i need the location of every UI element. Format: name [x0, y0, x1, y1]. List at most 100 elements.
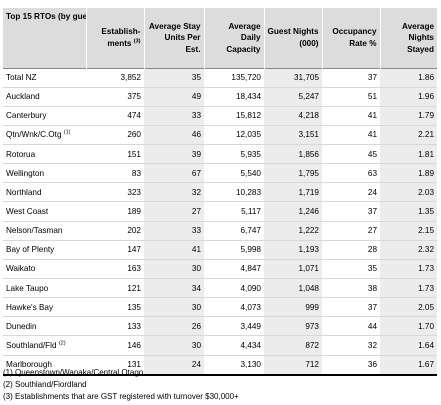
table-row: Marlborough 131 24 3,130 712 36 1.67 [3, 354, 437, 376]
footnotes: (1) Queenstown/Wanaka/Central Otago (2) S… [3, 367, 239, 404]
region-name: Northland [6, 187, 42, 197]
value-cell: 1.89 [380, 163, 437, 183]
column-header: Top 15 RTOs (by guest nights) [3, 8, 87, 68]
footnote-marker: (2) [58, 340, 66, 347]
value-cell: 67 [144, 163, 204, 183]
footnote: (1) Queenstown/Wanaka/Central Otago [3, 368, 144, 377]
value-cell: 38 [322, 278, 380, 298]
value-cell: 1,856 [264, 144, 322, 164]
value-cell: 5,935 [204, 144, 264, 164]
region-name-cell: Auckland [3, 86, 86, 107]
value-cell: 1.81 [380, 144, 437, 164]
value-cell: 202 [86, 220, 144, 241]
column-header: Occupancy Rate % [322, 8, 381, 68]
region-name: Lake Taupo [6, 283, 49, 293]
table-row: Qtn/Wnk/C.Otg (1) 260 46 12,035 3,151 41 2.21 [3, 124, 437, 145]
region-name: Bay of Plenty [6, 245, 55, 255]
region-name: Auckland [6, 92, 40, 102]
table-header: Top 15 RTOs (by guest nights)Establish-m… [3, 8, 437, 68]
value-cell: 2.15 [380, 220, 437, 241]
region-name-cell: Total NZ [3, 67, 86, 88]
value-cell: 3,130 [204, 354, 264, 376]
value-cell: 4,073 [204, 297, 264, 317]
value-cell: 41 [144, 239, 204, 260]
value-cell: 375 [86, 86, 144, 107]
table-row: Bay of Plenty 147 41 5,998 1,193 28 2.32 [3, 239, 437, 260]
region-name: Waikato [6, 264, 36, 274]
rto-statistics-table: Top 15 RTOs (by guest nights)Establish-m… [3, 8, 437, 376]
value-cell: 45 [322, 144, 380, 164]
value-cell: 1.73 [380, 278, 437, 298]
value-cell: 30 [144, 335, 204, 356]
value-cell: 2.32 [380, 239, 437, 260]
value-cell: 973 [264, 316, 322, 336]
value-cell: 474 [86, 105, 144, 126]
value-cell: 147 [86, 239, 144, 260]
value-cell: 37 [322, 201, 380, 222]
value-cell: 4,434 [204, 335, 264, 356]
value-cell: 12,035 [204, 124, 264, 145]
value-cell: 33 [144, 105, 204, 126]
header-row: Top 15 RTOs (by guest nights)Establish-m… [3, 8, 437, 68]
region-name: Marlborough [6, 360, 52, 370]
value-cell: 3,852 [86, 67, 144, 88]
footnote: (2) Southland/Fiordland [3, 380, 87, 390]
value-cell: 1,246 [264, 201, 322, 222]
region-name: Southland/Fld [6, 341, 57, 351]
value-cell: 1.70 [380, 316, 437, 336]
value-cell: 1,193 [264, 239, 322, 260]
region-name-cell: Wellington [3, 163, 86, 183]
value-cell: 46 [144, 124, 204, 145]
value-cell: 24 [322, 182, 380, 202]
value-cell: 1.86 [380, 67, 437, 88]
region-name-cell: Canterbury [3, 105, 86, 126]
value-cell: 33 [144, 220, 204, 241]
footnote: (3) Establishments that are GST register… [3, 392, 239, 402]
value-cell: 1.96 [380, 86, 437, 107]
region-name-cell: Bay of Plenty [3, 239, 86, 260]
region-name-cell: Rotorua [3, 144, 86, 164]
value-cell: 1.79 [380, 105, 437, 126]
value-cell: 83 [86, 163, 144, 183]
value-cell: 39 [144, 144, 204, 164]
value-cell: 999 [264, 297, 322, 317]
footnote-marker: (3) [133, 38, 141, 45]
table-row: Waikato 163 30 4,847 1,071 35 1.73 [3, 258, 437, 279]
region-name-cell: Marlborough [3, 354, 86, 376]
value-cell: 1.67 [380, 354, 437, 376]
column-header-label: Average Daily Capacity [226, 21, 261, 54]
value-cell: 163 [86, 258, 144, 279]
table-row: West Coast 189 27 5,117 1,246 37 1.35 [3, 201, 437, 222]
value-cell: 1,048 [264, 278, 322, 298]
value-cell: 1.73 [380, 258, 437, 279]
value-cell: 1,222 [264, 220, 322, 241]
value-cell: 41 [322, 124, 380, 145]
region-name-cell: West Coast [3, 201, 86, 222]
value-cell: 26 [144, 316, 204, 336]
column-header: Guest Nights (000) [264, 8, 323, 68]
value-cell: 5,247 [264, 86, 322, 107]
value-cell: 44 [322, 316, 380, 336]
value-cell: 32 [322, 335, 380, 356]
value-cell: 27 [144, 201, 204, 222]
table-row: Northland 323 32 10,283 1,719 24 2.03 [3, 182, 437, 202]
value-cell: 36 [322, 354, 380, 376]
table-body: Total NZ 3,852 35 135,720 31,705 37 1.86 Auckla… [3, 67, 437, 376]
table-row: Auckland 375 49 18,434 5,247 51 1.96 [3, 86, 437, 107]
column-header-label: Top 15 RTOs (by guest nights) [6, 12, 86, 21]
value-cell: 18,434 [204, 86, 264, 107]
value-cell: 49 [144, 86, 204, 107]
region-name: Qtn/Wnk/C.Otg [6, 130, 62, 140]
value-cell: 189 [86, 201, 144, 222]
value-cell: 323 [86, 182, 144, 202]
value-cell: 2.03 [380, 182, 437, 202]
value-cell: 51 [322, 86, 380, 107]
value-cell: 10,283 [204, 182, 264, 202]
value-cell: 1,071 [264, 258, 322, 279]
value-cell: 4,847 [204, 258, 264, 279]
region-name: Hawke's Bay [6, 302, 54, 312]
value-cell: 146 [86, 335, 144, 356]
value-cell: 3,449 [204, 316, 264, 336]
value-cell: 24 [144, 354, 204, 376]
value-cell: 31,705 [264, 67, 322, 88]
